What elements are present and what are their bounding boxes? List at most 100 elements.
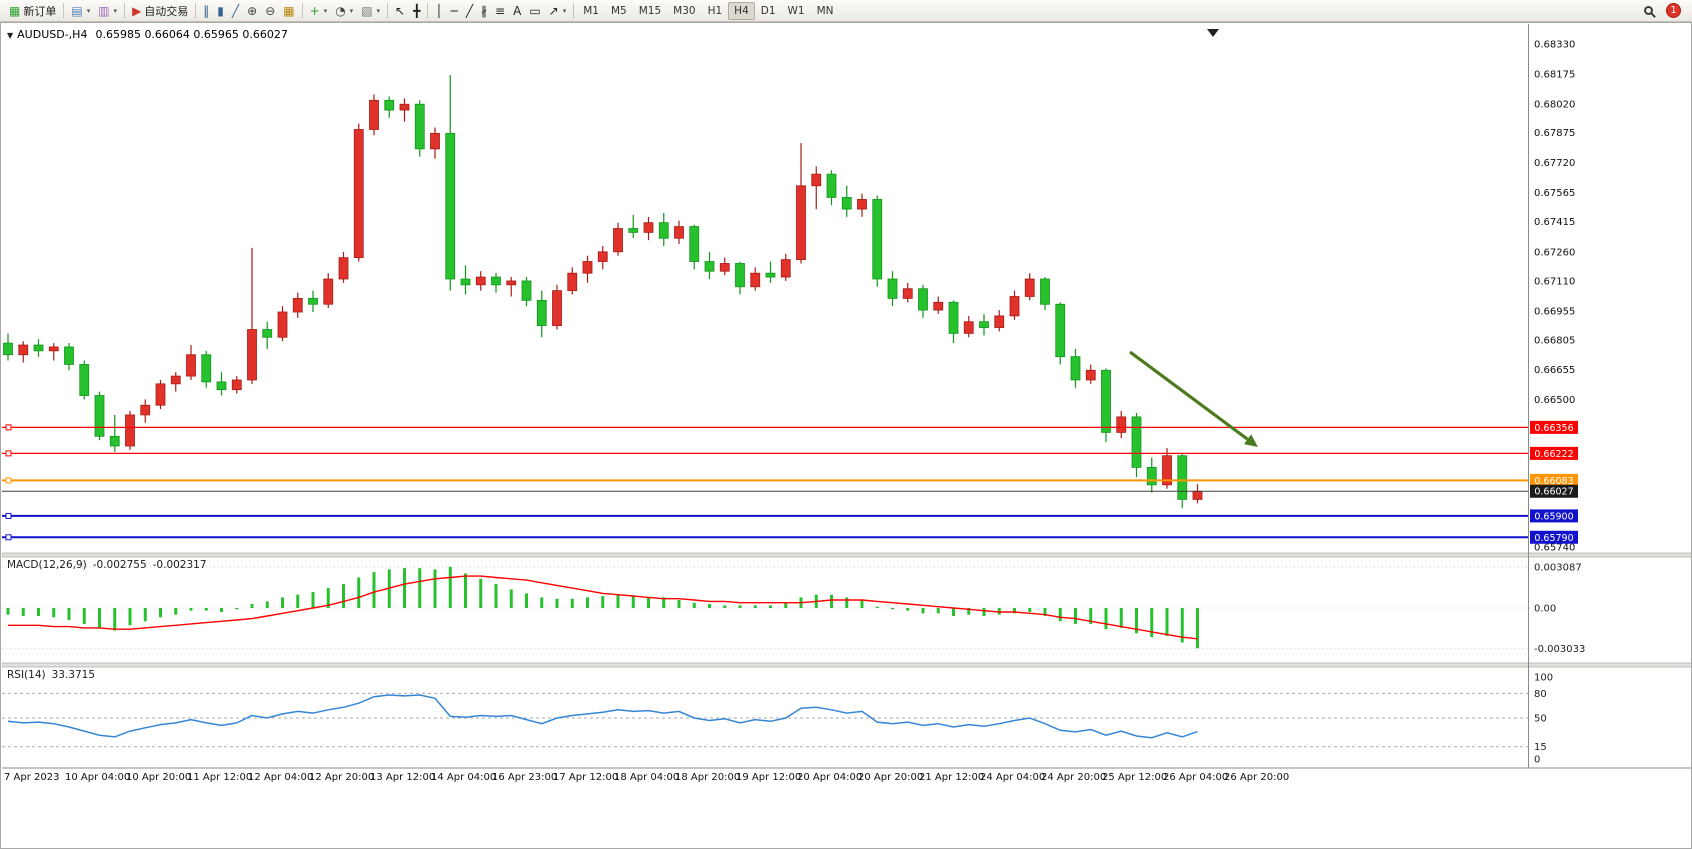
line-chart-button[interactable]: ╱	[228, 2, 243, 20]
timeframe-button-M30[interactable]: M30	[673, 4, 696, 17]
zoom-out-button[interactable]: ⊖	[261, 2, 279, 20]
chart-canvas[interactable]: 0.68330 0.68175 0.68020 0.67875 0.67720 0.675…	[2, 24, 1692, 849]
toolbar-separator	[124, 3, 126, 18]
templates-button[interactable]: ▧ ▾	[357, 2, 384, 20]
timeframe-button-M5[interactable]: M5	[611, 4, 627, 17]
panel-separator[interactable]	[2, 552, 1692, 558]
chart-symbol-label: ▼ AUDUSD-,H4 0.65985 0.66064 0.65965 0.660…	[7, 28, 288, 41]
svg-text:26 Apr 04:00: 26 Apr 04:00	[1163, 772, 1228, 783]
horizontal-line-button[interactable]: ─	[447, 2, 462, 20]
timeframe-button-H4[interactable]: H4	[728, 1, 755, 20]
toolbar-separator	[195, 3, 197, 18]
search-button[interactable]	[1638, 2, 1658, 20]
fibonacci-button[interactable]: ≡	[491, 2, 509, 20]
vertical-line-icon: │	[435, 3, 443, 18]
macd-value-signal: -0.002317	[152, 559, 207, 571]
svg-text:0.66955: 0.66955	[1534, 307, 1575, 318]
profiles-button[interactable]: ▥ ▾	[94, 2, 121, 20]
toolbar-separator	[63, 3, 65, 18]
hlines-layer[interactable]	[2, 424, 1528, 541]
timeframe-button-W1[interactable]: W1	[787, 4, 805, 17]
crosshair-icon: ╋	[413, 3, 421, 18]
svg-text:14 Apr 04:00: 14 Apr 04:00	[431, 772, 496, 783]
ohlc-text: 0.65985 0.66064 0.65965 0.66027	[95, 28, 288, 41]
trend-arrow[interactable]	[1129, 350, 1249, 441]
chart-dropdown-icon[interactable]: ▼	[7, 31, 14, 40]
rsi-panel[interactable]	[2, 692, 1528, 748]
svg-text:0.66222: 0.66222	[1534, 449, 1573, 460]
svg-text:0.66083: 0.66083	[1534, 476, 1573, 487]
shapes-icon: ↗	[548, 3, 559, 18]
dropdown-arrow-icon: ▾	[376, 6, 381, 15]
toolbar-separator	[427, 3, 429, 18]
candlestick-icon: ▮	[217, 3, 224, 18]
svg-text:25 Apr 12:00: 25 Apr 12:00	[1102, 772, 1167, 783]
svg-text:24 Apr 04:00: 24 Apr 04:00	[980, 772, 1045, 783]
timeframe-button-H1[interactable]: H1	[707, 4, 723, 17]
timeframe-button-M15[interactable]: M15	[638, 4, 662, 17]
zoom-in-button[interactable]: ⊕	[243, 2, 261, 20]
timeframe-toolbar: M1 M5 M15 M30 H1 H4 D1 W1 MN	[577, 1, 839, 20]
vertical-line-button[interactable]: │	[431, 2, 446, 20]
chart-shift-marker[interactable]	[1207, 29, 1219, 37]
fibonacci-icon: ≡	[495, 3, 506, 18]
timeframe-button-M1[interactable]: M1	[583, 4, 599, 17]
svg-text:18 Apr 04:00: 18 Apr 04:00	[614, 772, 679, 783]
auto-trading-button[interactable]: ▶ 自动交易	[128, 2, 192, 20]
profiles-icon: ▥	[98, 3, 110, 18]
main-panel[interactable]	[2, 29, 1528, 541]
svg-text:80: 80	[1534, 689, 1547, 700]
crosshair-button[interactable]: ╋	[409, 2, 424, 20]
svg-text:17 Apr 12:00: 17 Apr 12:00	[553, 772, 618, 783]
svg-text:11 Apr 12:00: 11 Apr 12:00	[187, 772, 252, 783]
rsi-label: RSI(14) 33.3715	[7, 669, 101, 681]
cursor-button[interactable]: ↖	[391, 2, 409, 20]
price-axis[interactable]: 0.68330 0.68175 0.68020 0.67875 0.67720 0.675…	[1530, 40, 1578, 554]
macd-value-main: -0.002755	[92, 559, 147, 571]
shapes-button[interactable]: ↗ ▾	[545, 2, 571, 20]
svg-text:0.65900: 0.65900	[1534, 511, 1573, 522]
svg-text:0.67565: 0.67565	[1534, 188, 1575, 199]
toolbar-separator	[301, 3, 303, 18]
svg-text:-0.003033: -0.003033	[1534, 644, 1585, 655]
svg-text:19 Apr 12:00: 19 Apr 12:00	[736, 772, 801, 783]
tile-windows-button[interactable]: ▦	[279, 2, 298, 20]
svg-text:0.66027: 0.66027	[1534, 487, 1573, 498]
svg-text:21 Apr 12:00: 21 Apr 12:00	[919, 772, 984, 783]
svg-text:0.67260: 0.67260	[1534, 247, 1575, 258]
templates-icon: ▧	[361, 3, 373, 18]
text-button[interactable]: A	[509, 2, 525, 20]
candlestick-chart-button[interactable]: ▮	[213, 2, 228, 20]
macd-panel[interactable]	[2, 566, 1528, 649]
candles-layer	[3, 75, 1203, 509]
search-icon	[1643, 6, 1653, 15]
new-chart-button[interactable]: ▤ ▾	[67, 2, 94, 20]
svg-text:50: 50	[1534, 714, 1547, 725]
bar-chart-button[interactable]: ‖	[199, 2, 213, 20]
svg-text:0.67720: 0.67720	[1534, 158, 1575, 169]
channel-button[interactable]: ∦	[477, 2, 491, 20]
text-label-button[interactable]: ▭	[525, 2, 544, 20]
notifications-badge[interactable]: 1	[1666, 3, 1681, 18]
svg-text:15: 15	[1534, 742, 1547, 753]
svg-text:20 Apr 20:00: 20 Apr 20:00	[858, 772, 923, 783]
svg-text:12 Apr 20:00: 12 Apr 20:00	[309, 772, 374, 783]
svg-text:0.65740: 0.65740	[1534, 542, 1575, 553]
tile-windows-icon: ▦	[283, 3, 295, 18]
timeframe-button-MN[interactable]: MN	[816, 4, 834, 17]
svg-text:0.68020: 0.68020	[1534, 100, 1575, 111]
trendline-button[interactable]: ╱	[462, 2, 477, 20]
svg-text:0.67110: 0.67110	[1534, 276, 1575, 287]
svg-text:10 Apr 20:00: 10 Apr 20:00	[126, 772, 191, 783]
timeframe-button-D1[interactable]: D1	[760, 4, 776, 17]
new-order-button[interactable]: ▦ 新订单	[5, 2, 60, 20]
indicators-button[interactable]: + ▾	[306, 2, 332, 20]
dropdown-arrow-icon: ▾	[86, 6, 91, 15]
text-label-icon: ▭	[529, 3, 541, 18]
periods-button[interactable]: ◔ ▾	[331, 2, 357, 20]
toolbar: ▦ 新订单 ▤ ▾ ▥ ▾ ▶ 自动交易 ‖ ▮ ╱ ⊕ ⊖ ▦ + ▾ ◔ ▾ ▧ ▾ ↖ ╋ │ ─ ╱ ∦ ≡ A ▭ ↗ ▾ M1 M…	[0, 0, 1692, 22]
new-order-icon: ▦	[9, 3, 21, 18]
panel-separator[interactable]	[2, 662, 1692, 668]
macd-name: MACD(12,26,9)	[7, 559, 87, 571]
